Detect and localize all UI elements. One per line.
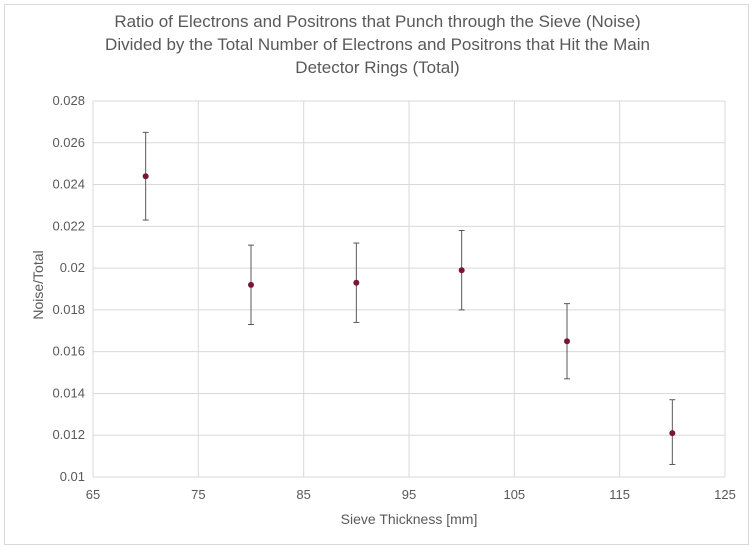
data-point [142,173,149,180]
y-axis-label: Noise/Total [30,250,46,320]
data-point [248,281,254,288]
y-tick-label: 0.012 [52,427,85,442]
y-tick-label: 0.014 [52,385,85,400]
x-tick-label: 75 [191,487,205,502]
data-point [353,279,360,286]
chart-frame [4,4,749,545]
y-tick-label: 0.01 [60,469,85,484]
y-tick-label: 0.028 [52,93,85,108]
y-tick-label: 0.016 [52,344,85,359]
y-tick-label: 0.02 [60,260,85,275]
x-tick-label: 65 [86,487,100,502]
y-tick-label: 0.026 [52,135,85,150]
chart-title: Ratio of Electrons and Positrons that Pu… [0,10,755,79]
y-tick-label: 0.018 [52,302,85,317]
x-tick-label: 125 [714,487,736,502]
x-tick-label: 95 [402,487,416,502]
x-tick-label: 85 [296,487,310,502]
chart-title-line-1: Ratio of Electrons and Positrons that Pu… [114,12,641,31]
x-axis-label: Sieve Thickness [mm] [340,511,478,527]
chart-title-line-3: Detector Rings (Total) [295,58,460,77]
data-point [669,430,676,437]
y-tick-label: 0.024 [52,177,85,192]
x-tick-label: 105 [503,487,525,502]
data-point [564,338,570,345]
chart-title-line-2: Divided by the Total Number of Electrons… [105,35,650,54]
y-tick-label: 0.022 [52,218,85,233]
data-point [458,267,465,274]
x-tick-label: 115 [609,487,630,502]
